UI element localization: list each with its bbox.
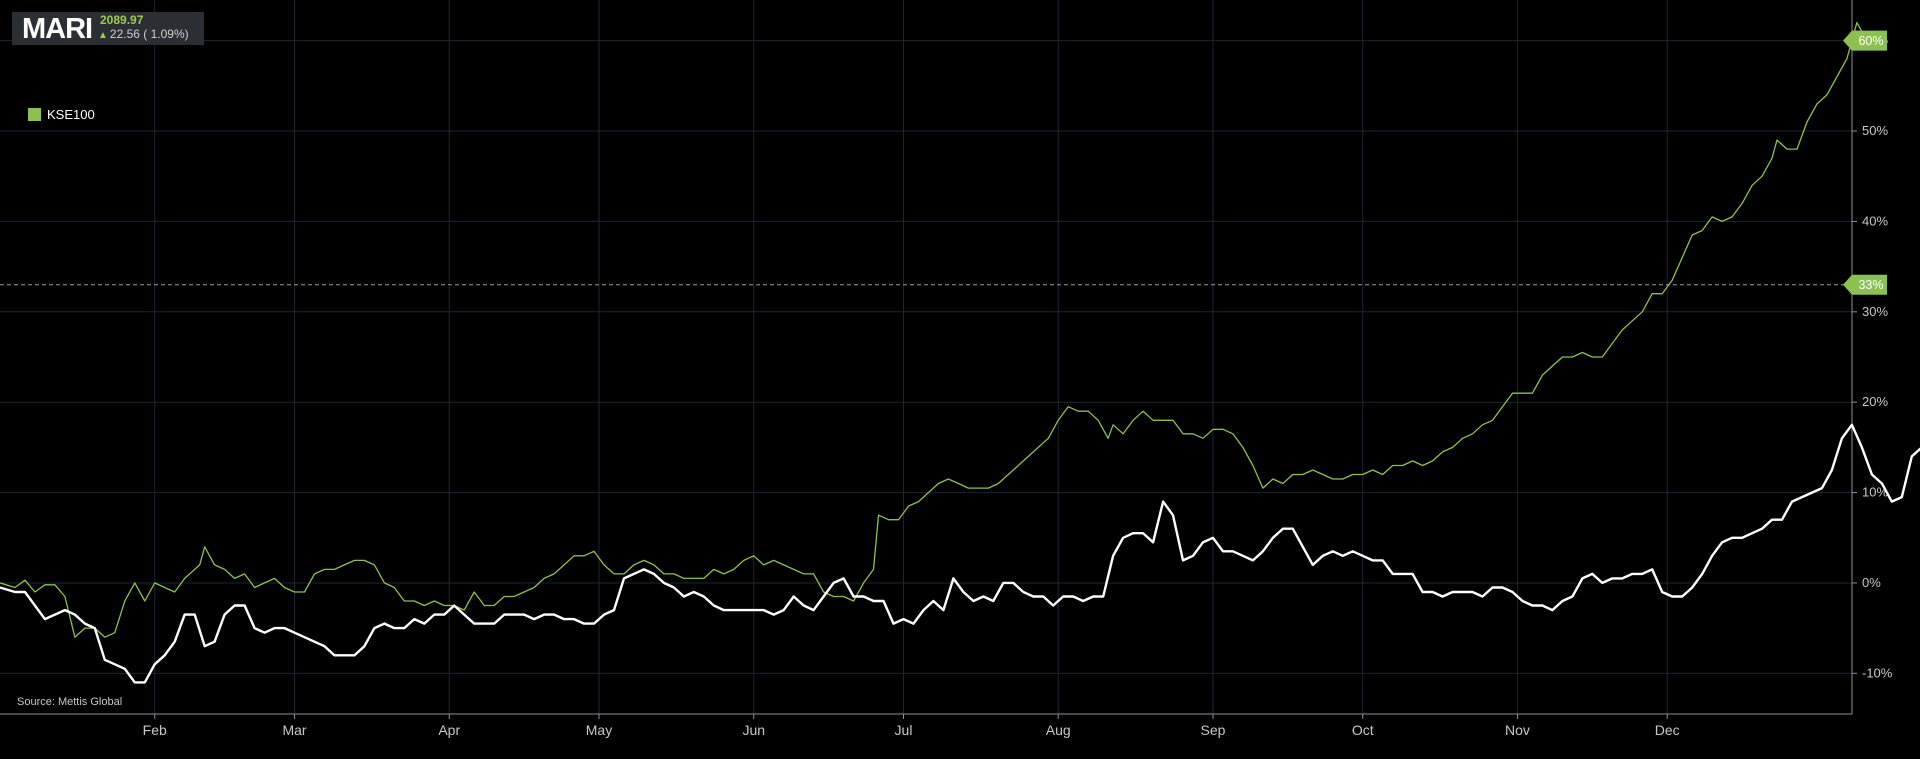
x-tick-label: Dec [1655, 722, 1680, 738]
x-tick-label: May [586, 722, 612, 738]
x-tick-label: Apr [438, 722, 460, 738]
x-tick-label: Sep [1201, 722, 1226, 738]
series-line-mari [0, 423, 1920, 684]
series-line-kse100 [0, 21, 1868, 638]
ticker-change: ▲ 22.56 ( 1.09%) [98, 27, 189, 41]
chart-legend[interactable]: KSE100 [28, 107, 95, 122]
y-tick-label: 0% [1862, 575, 1881, 590]
value-badge [1843, 30, 1887, 51]
value-badge [1843, 274, 1887, 295]
chart-axes: -10% 0% 10% 20% 30% 40% 50% 60% Feb Mar Apr May Jun J… [0, 0, 1893, 738]
y-tick-label: 50% [1862, 123, 1888, 138]
legend-swatch-kse100 [28, 108, 41, 121]
ticker-symbol: MARI [22, 13, 93, 45]
source-note: Source: Mettis Global [17, 696, 123, 708]
y-tick-label: 40% [1862, 213, 1888, 228]
x-tick-label: Feb [143, 722, 167, 738]
legend-label-kse100: KSE100 [47, 107, 95, 122]
y-tick-label: -10% [1862, 665, 1893, 680]
ticker-header: MARI 2089.97 ▲ 22.56 ( 1.09%) [12, 12, 204, 45]
y-tick-label: 30% [1862, 304, 1888, 319]
value-badge-label: 60% [1858, 34, 1883, 48]
x-tick-label: Oct [1352, 722, 1374, 738]
ticker-price: 2089.97 [100, 13, 144, 27]
x-tick-label: Mar [282, 722, 306, 738]
last-value-badges: 60% 33% [0, 30, 1887, 295]
chart-series [0, 21, 1920, 684]
up-arrow-icon: ▲ [98, 30, 108, 41]
x-tick-label: Jul [895, 722, 913, 738]
x-tick-label: Aug [1046, 722, 1071, 738]
value-badge-label: 33% [1858, 278, 1883, 292]
x-tick-label: Nov [1505, 722, 1530, 738]
chart-grid [0, 0, 1852, 714]
ticker-change-value: 22.56 ( 1.09%) [109, 27, 189, 41]
y-tick-label: 20% [1862, 394, 1888, 409]
y-tick-label: 10% [1862, 485, 1888, 500]
x-tick-label: Jun [742, 722, 765, 738]
